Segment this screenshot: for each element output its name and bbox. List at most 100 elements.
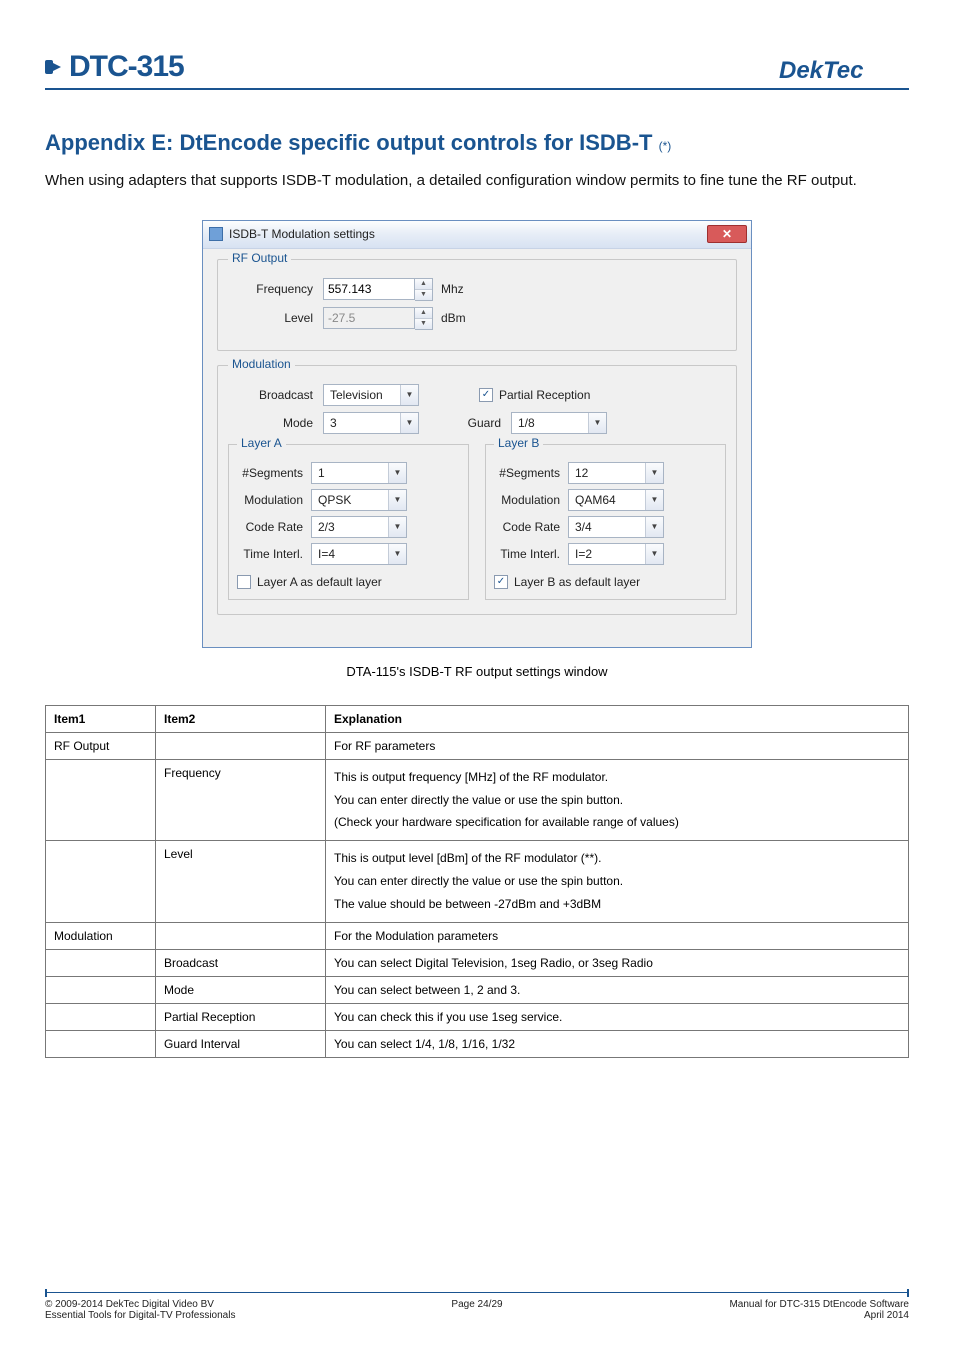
broadcast-label: Broadcast (228, 388, 323, 402)
table-cell-item1 (46, 1030, 156, 1057)
table-cell-item2: Partial Reception (156, 1003, 326, 1030)
layer-a-default-checkbox[interactable]: Layer A as default layer (237, 575, 460, 589)
table-cell-item2: Guard Interval (156, 1030, 326, 1057)
chevron-down-icon: ▼ (645, 517, 663, 537)
layer-a-coderate-select[interactable]: 2/3▼ (311, 516, 407, 538)
layer-a-legend: Layer A (237, 436, 286, 450)
frequency-input[interactable] (323, 278, 415, 300)
layer-a-timeinterl-label: Time Interl. (237, 547, 311, 561)
guard-label: Guard (441, 416, 511, 430)
dialog-titlebar: ISDB-T Modulation settings ✕ (203, 221, 751, 249)
table-cell-explanation: This is output level [dBm] of the RF mod… (326, 841, 909, 922)
layer-a-timeinterl-select[interactable]: I=4▼ (311, 543, 407, 565)
layer-b-default-label: Layer B as default layer (514, 575, 640, 589)
table-cell-item1 (46, 841, 156, 922)
table-row: BroadcastYou can select Digital Televisi… (46, 949, 909, 976)
footer-manual-title: Manual for DTC-315 DtEncode Software (621, 1299, 909, 1310)
table-cell-explanation: You can select 1/4, 1/8, 1/16, 1/32 (326, 1030, 909, 1057)
modulation-legend: Modulation (228, 357, 295, 371)
footer-page-number: Page 24/29 (333, 1299, 621, 1321)
level-label: Level (228, 311, 323, 325)
layer-b-coderate-select[interactable]: 3/4▼ (568, 516, 664, 538)
intro-paragraph: When using adapters that supports ISDB-T… (45, 170, 909, 192)
table-row: ModulationFor the Modulation parameters (46, 922, 909, 949)
footer-tick-left (45, 1289, 47, 1297)
mode-label: Mode (228, 416, 323, 430)
layer-b-timeinterl-select[interactable]: I=2▼ (568, 543, 664, 565)
layer-b-segments-select[interactable]: 12▼ (568, 462, 664, 484)
brand-text: DekTec (779, 57, 864, 84)
level-spinner[interactable]: ▲▼ (323, 307, 433, 330)
table-header-item2: Item2 (156, 705, 326, 732)
layer-b-segments-label: #Segments (494, 466, 568, 480)
dialog-title: ISDB-T Modulation settings (229, 227, 707, 241)
heading-main: Appendix E: DtEncode specific output con… (45, 130, 652, 155)
layer-b-modulation-label: Modulation (494, 493, 568, 507)
footer-tagline: Essential Tools for Digital-TV Professio… (45, 1310, 333, 1321)
level-unit: dBm (441, 311, 466, 325)
appendix-heading: Appendix E: DtEncode specific output con… (45, 130, 909, 156)
explanation-table: Item1 Item2 Explanation RF OutputFor RF … (45, 705, 909, 1058)
layer-a-default-label: Layer A as default layer (257, 575, 382, 589)
heading-note: (*) (659, 139, 672, 153)
table-row: LevelThis is output level [dBm] of the R… (46, 841, 909, 922)
table-row: FrequencyThis is output frequency [MHz] … (46, 759, 909, 840)
table-cell-item2: Level (156, 841, 326, 922)
table-cell-explanation: You can check this if you use 1seg servi… (326, 1003, 909, 1030)
chevron-down-icon: ▼ (400, 413, 418, 433)
layer-b-legend: Layer B (494, 436, 543, 450)
chevron-down-icon: ▼ (645, 463, 663, 483)
table-cell-item2: Broadcast (156, 949, 326, 976)
rf-output-fieldset: RF Output Frequency ▲▼ Mhz Level ▲ (217, 259, 737, 351)
frequency-unit: Mhz (441, 282, 464, 296)
table-cell-explanation: For the Modulation parameters (326, 922, 909, 949)
chevron-down-icon: ▼ (388, 463, 406, 483)
spin-down-icon[interactable]: ▼ (415, 290, 432, 300)
table-header-explanation: Explanation (326, 705, 909, 732)
partial-reception-checkbox[interactable]: ✓ Partial Reception (479, 388, 590, 402)
footer-copyright: © 2009-2014 DekTec Digital Video BV (45, 1299, 333, 1310)
chevron-down-icon: ▼ (588, 413, 606, 433)
guard-select[interactable]: 1/8 ▼ (511, 412, 607, 434)
spin-up-icon[interactable]: ▲ (415, 308, 432, 319)
frequency-spinner[interactable]: ▲▼ (323, 278, 433, 301)
layer-a-segments-label: #Segments (237, 466, 311, 480)
modulation-fieldset: Modulation Broadcast Television ▼ ✓ Part… (217, 365, 737, 615)
layer-b-default-checkbox[interactable]: ✓ Layer B as default layer (494, 575, 717, 589)
isdbt-dialog: ISDB-T Modulation settings ✕ RF Output F… (202, 220, 752, 648)
partial-reception-label: Partial Reception (499, 388, 590, 402)
chevron-down-icon: ▼ (400, 385, 418, 405)
guard-value: 1/8 (512, 416, 588, 430)
close-button[interactable]: ✕ (707, 225, 747, 243)
table-cell-item1 (46, 1003, 156, 1030)
spin-up-icon[interactable]: ▲ (415, 279, 432, 290)
page-header: DTC-315 DekTec (45, 50, 909, 90)
checkbox-checked-icon: ✓ (494, 575, 508, 589)
table-cell-item2: Frequency (156, 759, 326, 840)
checkbox-checked-icon: ✓ (479, 388, 493, 402)
table-cell-item1 (46, 949, 156, 976)
broadcast-select[interactable]: Television ▼ (323, 384, 419, 406)
table-cell-item2: Mode (156, 976, 326, 1003)
mode-value: 3 (324, 416, 400, 430)
table-cell-item2 (156, 922, 326, 949)
table-header-item1: Item1 (46, 705, 156, 732)
table-cell-item2 (156, 732, 326, 759)
chevron-down-icon: ▼ (388, 544, 406, 564)
table-cell-item1: RF Output (46, 732, 156, 759)
layer-a-segments-select[interactable]: 1▼ (311, 462, 407, 484)
footer-date: April 2014 (621, 1310, 909, 1321)
figure-caption: DTA-115's ISDB-T RF output settings wind… (45, 664, 909, 679)
mode-select[interactable]: 3 ▼ (323, 412, 419, 434)
brand-logo: DekTec (779, 56, 909, 84)
rf-output-legend: RF Output (228, 251, 291, 265)
level-input (323, 307, 415, 329)
broadcast-value: Television (324, 388, 400, 402)
layer-a-fieldset: Layer A #Segments 1▼ Modulation QPSK▼ Co… (228, 444, 469, 600)
layer-a-modulation-select[interactable]: QPSK▼ (311, 489, 407, 511)
table-cell-explanation: You can select Digital Television, 1seg … (326, 949, 909, 976)
spin-down-icon[interactable]: ▼ (415, 319, 432, 329)
frequency-label: Frequency (228, 282, 323, 296)
layer-b-modulation-select[interactable]: QAM64▼ (568, 489, 664, 511)
footer-tick-right (907, 1289, 909, 1297)
